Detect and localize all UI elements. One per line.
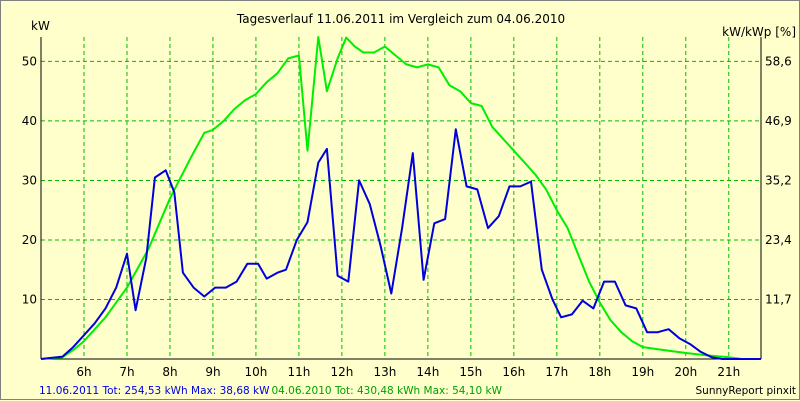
legend-series-1: 11.06.2011 Tot: 254,53 kWh Max: 38,68 kW (39, 385, 270, 397)
y-tick-label-right: 58,6 (765, 54, 792, 68)
x-tick-label: 19h (631, 365, 654, 379)
x-tick-label: 17h (545, 365, 568, 379)
x-tick-label: 8h (162, 365, 177, 379)
y-tick-label-left: 20 (22, 233, 37, 247)
y-axis-right-label: kW/kWp [%] (722, 25, 796, 39)
x-tick-label: 16h (502, 365, 525, 379)
x-tick-label: 7h (119, 365, 134, 379)
x-tick-label: 14h (416, 365, 439, 379)
y-tick-label-left: 30 (22, 173, 37, 187)
plot-area: 6h 7h 8h 9h 10h 11h 12h 13h 14h 15h 16h 17h 18h 19h 20… (22, 36, 792, 379)
y-tick-label-left: 50 (22, 54, 37, 68)
x-tick-label: 6h (76, 365, 91, 379)
y-tick-label-right: 23,4 (765, 233, 792, 247)
x-tick-label: 18h (588, 365, 611, 379)
plot-background (41, 37, 761, 359)
x-tick-label: 15h (459, 365, 482, 379)
y-tick-label-right: 35,2 (765, 173, 792, 187)
x-tick-label: 20h (674, 365, 697, 379)
y-tick-label-right: 46,9 (765, 114, 792, 128)
legend-footer: 11.06.2011 Tot: 254,53 kWh Max: 38,68 kW… (39, 385, 503, 397)
x-tick-label: 10h (244, 365, 267, 379)
x-tick-label: 11h (287, 365, 310, 379)
x-tick-label: 13h (373, 365, 396, 379)
legend-series-2: 04.06.2010 Tot: 430,48 kWh Max: 54,10 kW (271, 385, 502, 397)
brand-label: SunnyReport pinxit (696, 385, 796, 397)
y-tick-label-left: 10 (22, 292, 37, 306)
y-axis-left-label: kW (31, 19, 50, 33)
x-tick-label: 9h (205, 365, 220, 379)
x-tick-label: 21h (717, 365, 740, 379)
x-tick-label: 12h (330, 365, 353, 379)
y-tick-label-left: 40 (22, 114, 37, 128)
chart-title: Tagesverlauf 11.06.2011 im Vergleich zum… (236, 12, 565, 26)
series-line-1 (40, 128, 761, 360)
series-line-2 (40, 36, 761, 360)
y-tick-label-right: 11,7 (765, 292, 792, 306)
